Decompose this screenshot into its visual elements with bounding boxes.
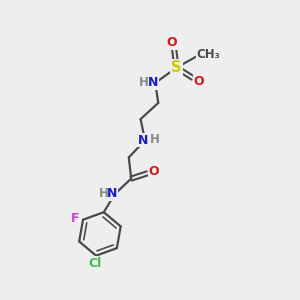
Text: H: H <box>149 133 159 146</box>
Text: N: N <box>137 134 148 147</box>
Text: F: F <box>70 212 79 225</box>
Text: H: H <box>139 76 149 88</box>
Text: O: O <box>194 75 205 88</box>
Text: Cl: Cl <box>88 257 101 270</box>
Text: CH₃: CH₃ <box>196 48 220 61</box>
Text: H: H <box>99 187 109 200</box>
Text: N: N <box>148 76 158 89</box>
Text: O: O <box>148 165 159 178</box>
Text: O: O <box>167 36 177 50</box>
Text: N: N <box>107 188 117 200</box>
Text: S: S <box>171 60 182 75</box>
